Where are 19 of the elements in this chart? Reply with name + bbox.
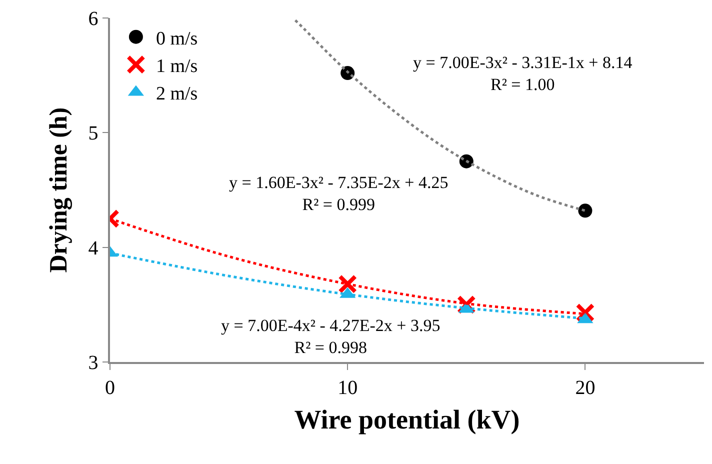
legend-label: 0 m/s (156, 28, 198, 50)
y-tick-label: 4 (88, 237, 98, 260)
point (456, 295, 476, 314)
annotation: y = 7.00E-3x² - 3.31E-1x + 8.14 R² = 1.00 (413, 53, 633, 94)
legend-label: 2 m/s (156, 84, 198, 105)
x-tick-label: 10 (338, 376, 358, 399)
annotation: y = 7.00E-4x² - 4.27E-2x + 3.95 R² = 0.998 (221, 316, 440, 358)
x-tick-label: 0 (105, 376, 115, 399)
x-axis-title: Wire potential (kV) (294, 404, 520, 435)
x-tick-label: 20 (575, 376, 596, 399)
annotation: y = 1.60E-3x² - 7.35E-2x + 4.25 R² = 0.999 (229, 173, 448, 214)
y-axis-title: Drying time (h) (46, 107, 72, 273)
y-tick-label: 3 (88, 352, 98, 374)
point (576, 303, 595, 322)
point (578, 204, 592, 218)
y-tick-label: 6 (88, 8, 98, 30)
y-tick-label: 5 (88, 122, 98, 145)
legend-label: 1 m/s (156, 56, 198, 77)
point (338, 274, 358, 294)
